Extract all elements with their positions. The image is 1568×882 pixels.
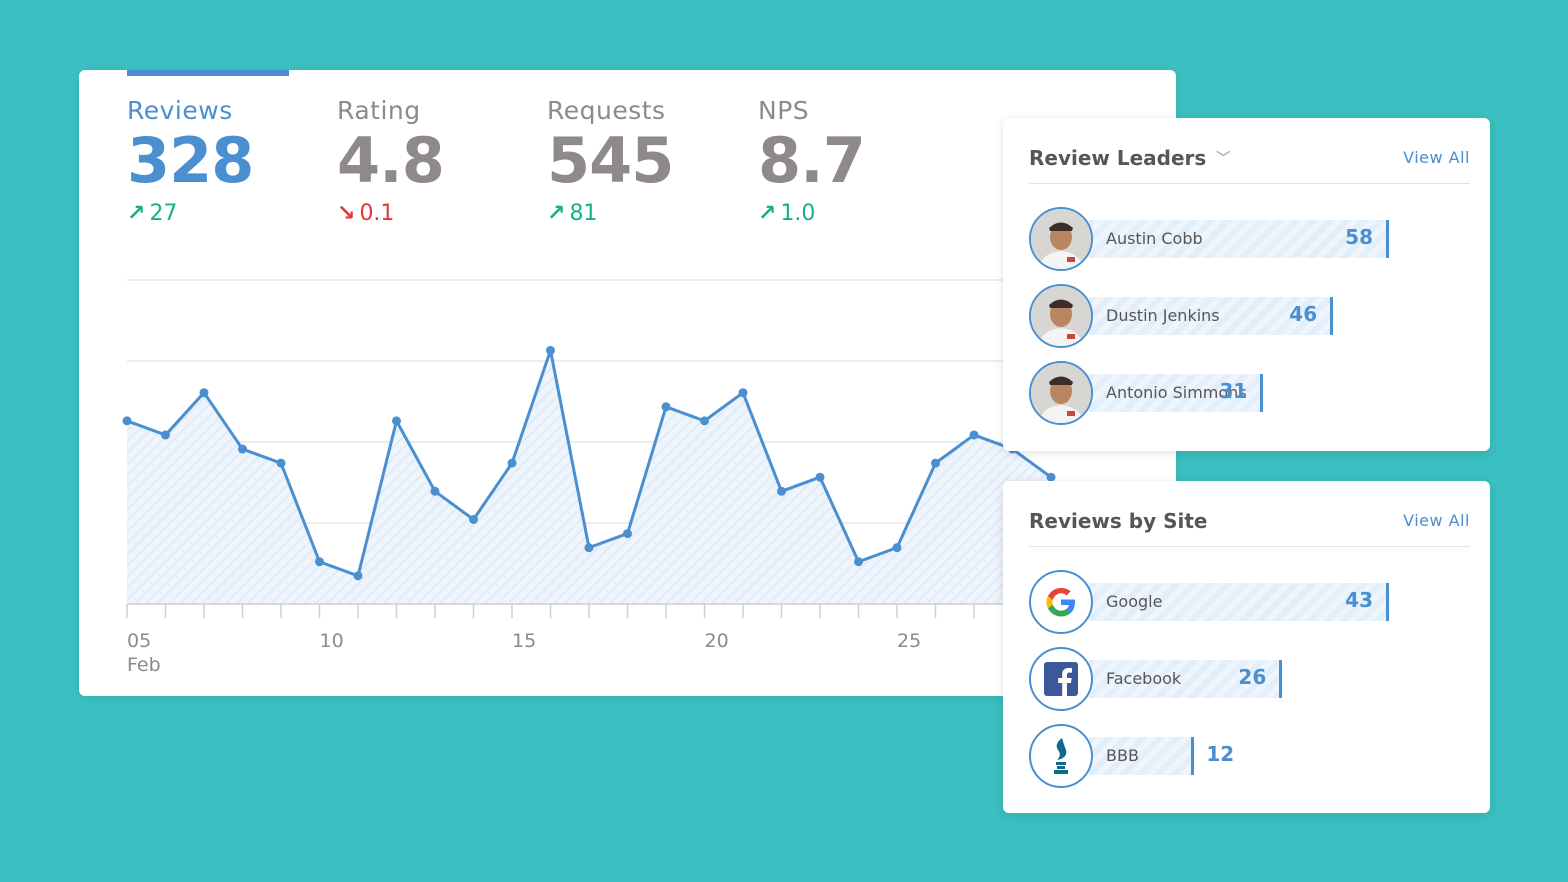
site-row[interactable]: Facebook 26 <box>1029 647 1469 711</box>
value-bar <box>1089 660 1283 698</box>
review-leaders-card: Review Leaders ﹀ View All Austin Cobb 58 D… <box>1003 118 1490 451</box>
leader-review-count: 31 <box>1219 379 1248 403</box>
view-all-leaders-link[interactable]: View All <box>1403 148 1470 167</box>
x-tick-label: 25 <box>897 630 921 652</box>
x-axis-month-label: Feb <box>127 654 161 676</box>
metric-delta: ↗ 81 <box>547 201 673 226</box>
review-leaders-title: Review Leaders <box>1029 146 1207 170</box>
chart-area-fill <box>127 350 1051 604</box>
x-tick-label: 15 <box>512 630 536 652</box>
bbb-icon <box>1029 724 1093 788</box>
google-icon <box>1029 570 1093 634</box>
tab-rating[interactable]: Rating 4.8 ↘ 0.1 <box>337 96 445 226</box>
site-review-count: 43 <box>1345 588 1373 612</box>
chart-point[interactable] <box>969 430 979 440</box>
x-tick-label: 05 <box>127 630 151 652</box>
leader-row[interactable]: Dustin Jenkins 46 <box>1029 284 1469 348</box>
chart-point[interactable] <box>661 402 671 412</box>
chart-point[interactable] <box>392 416 401 426</box>
arrow-up-icon: ↗ <box>547 201 566 226</box>
leader-review-count: 46 <box>1289 302 1318 326</box>
reviews-dashboard-card: Reviews 328 ↗ 27 Rating 4.8 ↘ 0.1 Requests… <box>79 70 1176 696</box>
leader-name: Antonio Simmons <box>1106 383 1247 402</box>
reviews-by-site-card: Reviews by Site View All Google 43 Faceboo… <box>1003 481 1490 813</box>
chart-point[interactable] <box>854 557 863 567</box>
reviews-line-chart: 05 10 15 20 25 Feb <box>122 279 1176 676</box>
site-row[interactable]: Google 43 <box>1029 570 1469 634</box>
chart-point[interactable] <box>700 416 709 426</box>
metric-label: NPS <box>758 96 810 125</box>
active-tab-indicator <box>127 70 289 76</box>
avatar <box>1029 361 1093 425</box>
metric-delta: ↗ 1.0 <box>758 201 865 226</box>
avatar <box>1029 207 1093 271</box>
metric-delta-value: 81 <box>569 201 598 226</box>
site-review-count: 12 <box>1206 742 1235 766</box>
site-name: BBB <box>1106 746 1139 765</box>
tab-nps[interactable]: NPS 8.7 ↗ 1.0 <box>758 96 866 226</box>
view-all-sites-link[interactable]: View All <box>1403 511 1470 530</box>
chart-point[interactable] <box>430 486 440 496</box>
leader-name: Dustin Jenkins <box>1106 306 1220 325</box>
chart-point[interactable] <box>469 514 478 524</box>
chart-point[interactable] <box>931 458 940 468</box>
metric-delta-value: 27 <box>149 201 178 226</box>
metric-delta: ↘ 0.1 <box>337 201 444 226</box>
chart-point[interactable] <box>161 430 170 440</box>
metric-value: 4.8 <box>337 124 445 197</box>
metric-label: Rating <box>337 96 421 125</box>
chevron-down-icon: ﹀ <box>1216 151 1231 167</box>
value-bar <box>1089 374 1264 412</box>
value-bar <box>1089 297 1334 335</box>
metric-value: 8.7 <box>758 124 866 197</box>
chart-point[interactable] <box>353 571 363 581</box>
arrow-down-icon: ↘ <box>337 201 356 226</box>
tab-reviews[interactable]: Reviews 328 ↗ 27 <box>127 96 254 226</box>
chart-point[interactable] <box>1046 472 1056 482</box>
chart-point[interactable] <box>276 458 286 468</box>
chart-point[interactable] <box>546 345 555 355</box>
chart-point[interactable] <box>892 543 902 553</box>
leader-row[interactable]: Austin Cobb 58 <box>1029 207 1469 271</box>
x-tick-label: 20 <box>705 630 729 652</box>
chart-point[interactable] <box>315 557 324 567</box>
facebook-icon <box>1029 647 1093 711</box>
metric-delta: ↗ 27 <box>127 201 253 226</box>
review-leaders-dropdown[interactable]: Review Leaders ﹀ <box>1029 146 1230 170</box>
chart-point[interactable] <box>122 416 132 426</box>
chart-point[interactable] <box>507 458 517 468</box>
metric-value: 328 <box>127 124 254 197</box>
chart-point[interactable] <box>738 388 748 398</box>
x-tick-label: 10 <box>320 630 344 652</box>
value-bar <box>1089 220 1389 258</box>
chart-point[interactable] <box>777 486 786 496</box>
chart-point[interactable] <box>199 388 209 398</box>
tab-requests[interactable]: Requests 545 ↗ 81 <box>547 96 674 226</box>
metric-label: Requests <box>547 96 666 125</box>
metric-delta-value: 1.0 <box>780 201 816 226</box>
arrow-up-icon: ↗ <box>127 201 146 226</box>
metric-delta-value: 0.1 <box>359 201 395 226</box>
review-leaders-header: Review Leaders ﹀ View All <box>1029 146 1470 184</box>
arrow-up-icon: ↗ <box>758 201 777 226</box>
chart-point[interactable] <box>815 472 825 482</box>
chart-point[interactable] <box>584 543 594 553</box>
site-review-count: 26 <box>1238 665 1267 689</box>
leader-review-count: 58 <box>1345 225 1373 249</box>
metric-value: 545 <box>547 124 674 197</box>
site-name: Google <box>1106 592 1163 611</box>
site-row[interactable]: BBB 12 <box>1029 724 1469 788</box>
reviews-by-site-header: Reviews by Site View All <box>1029 509 1470 547</box>
value-bar <box>1089 737 1195 775</box>
value-bar <box>1089 583 1389 621</box>
leader-row[interactable]: Antonio Simmons 31 <box>1029 361 1469 425</box>
chart-point[interactable] <box>623 529 632 539</box>
leader-name: Austin Cobb <box>1106 229 1203 248</box>
chart-point[interactable] <box>238 444 247 454</box>
metric-label: Reviews <box>127 96 233 125</box>
avatar <box>1029 284 1093 348</box>
reviews-by-site-title: Reviews by Site <box>1029 509 1208 533</box>
site-name: Facebook <box>1106 669 1182 688</box>
